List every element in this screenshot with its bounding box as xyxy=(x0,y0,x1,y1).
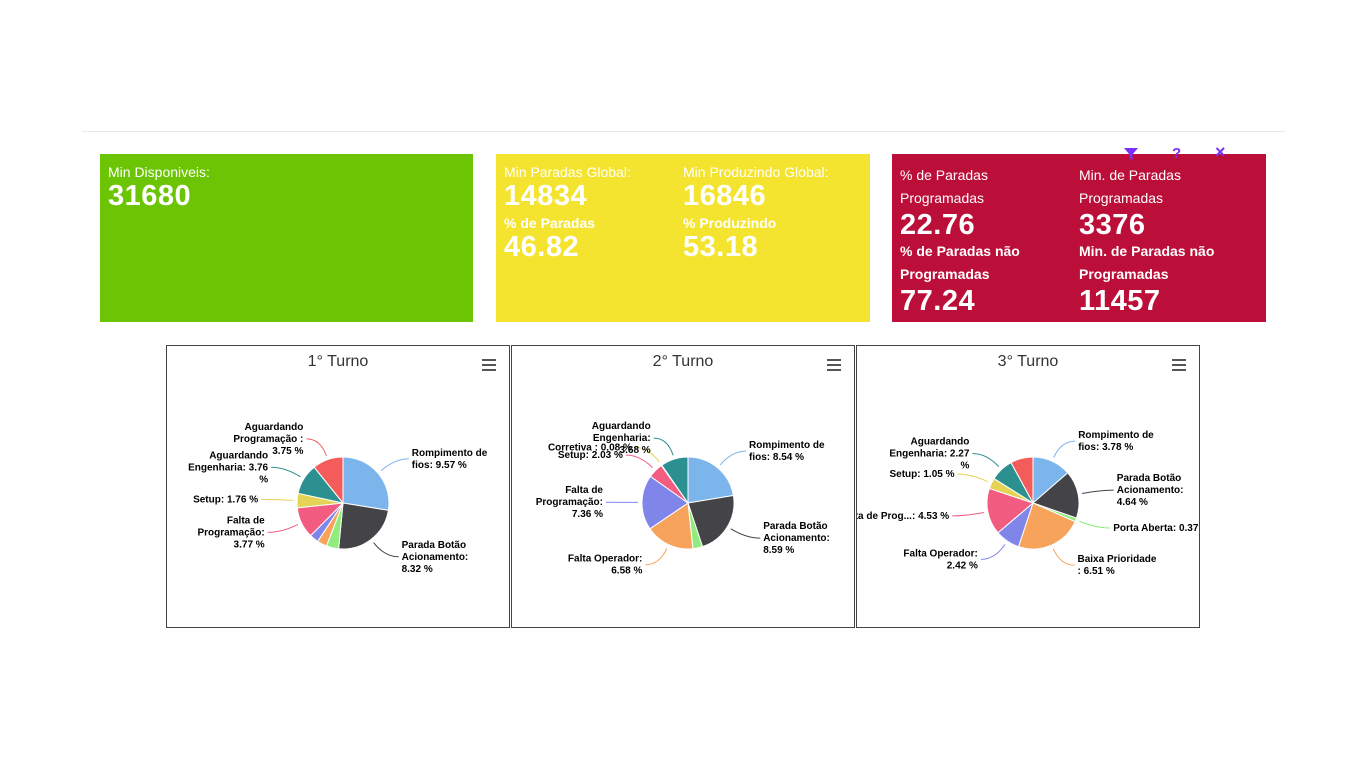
connector-falta-de-prog xyxy=(952,512,984,517)
connector-parada-botao-acionamento xyxy=(373,542,399,558)
data-label-falta-operador: Falta Operador: 6.58 % xyxy=(568,554,643,577)
pie-slice-falta-de-programacao[interactable] xyxy=(641,475,689,530)
pct-paradas-nao-programadas-value: 77.24 xyxy=(900,285,976,317)
data-label-parada-botao-acionamento: Parada Botão Acionamento: 8.32 % xyxy=(402,540,469,575)
card-paradas-programadas: % de Paradas Programadas 22.76 % de Para… xyxy=(892,154,1266,322)
connector-rompimento-de-fios xyxy=(719,450,747,466)
min-paradas-global-value: 14834 xyxy=(504,180,588,212)
chart-turno-1: 1° Turno Rompimento de fios: 9.57 % Parada… xyxy=(166,345,510,628)
connector-falta-operador xyxy=(980,544,1006,560)
connector-aguardando-engenharia xyxy=(972,453,1000,467)
data-label-falta-operador: Falta Operador: 2.42 % xyxy=(903,548,978,571)
pct-produzindo-value: 53.18 xyxy=(683,231,759,263)
min-produzindo-global-label: Min Produzindo Global: xyxy=(683,164,829,180)
pct-paradas-value: 46.82 xyxy=(504,231,580,263)
pie-slice-parada-botao-acionamento[interactable] xyxy=(687,494,735,548)
chart-title: 1° Turno xyxy=(307,353,369,370)
connector-falta-operador xyxy=(645,548,668,566)
pie-slice-parada-botao-acionamento[interactable] xyxy=(338,502,389,550)
data-label-falta-de-programacao: Falta de Programação: 7.36 % xyxy=(536,485,604,520)
pie-slice-slice-8[interactable] xyxy=(1010,456,1034,504)
pct-paradas-programadas-label-2: Programadas xyxy=(900,190,985,206)
data-label-setup: Setup: 1.76 % xyxy=(193,494,258,505)
connector-setup xyxy=(261,498,294,501)
pie-slice-baixa-prioridade[interactable] xyxy=(1017,502,1076,550)
chart-title: 2° Turno xyxy=(652,353,714,370)
data-label-porta-aberta: Porta Aberta: 0.37 % xyxy=(1113,523,1199,534)
pct-produzindo-label: % Produzindo xyxy=(683,215,777,231)
connector-setup xyxy=(625,454,653,469)
pct-paradas-programadas-label-1: % de Paradas xyxy=(900,167,988,183)
pie-chart-svg: Rompimento de fios: 3.78 % Parada Botão Aci… xyxy=(857,430,1199,577)
data-label-aguardando-engenharia: Aguardando Engenharia: 3.68 % xyxy=(592,421,651,456)
pie-slice-rompimento-de-fios[interactable] xyxy=(687,456,734,504)
connector-porta-aberta xyxy=(1079,520,1111,529)
min-paradas-programadas-label-2: Programadas xyxy=(1079,190,1164,206)
data-label-falta-de-prog: Falta de Prog...: 4.53 % xyxy=(857,511,949,522)
min-paradas-programadas-label-1: Min. de Paradas xyxy=(1079,167,1181,183)
data-label-rompimento-de-fios: Rompimento de fios: 3.78 % xyxy=(1078,430,1154,453)
pie-chart-svg: Rompimento de fios: 8.54 % Parada Botão Aci… xyxy=(536,421,830,577)
close-icon[interactable]: × xyxy=(1215,142,1226,162)
data-label-setup: Setup: 1.05 % xyxy=(889,469,954,480)
connector-parada-botao-acionamento xyxy=(730,528,761,539)
data-label-corretiva: Corretiva : 0.08 % xyxy=(548,442,632,453)
connector-rompimento-de-fios xyxy=(380,458,409,471)
connector-aguardando-programacao xyxy=(306,438,327,456)
connector-baixa-prioridade xyxy=(1052,548,1075,566)
connector-setup xyxy=(957,473,989,483)
connector-corretiva xyxy=(634,446,660,463)
data-label-falta-de-programacao: Falta de Programação: 3.77 % xyxy=(197,515,265,550)
connector-aguardando-engenharia xyxy=(653,437,674,456)
data-label-baixa-prioridade: Baixa Prioridade: 6.51 % xyxy=(1078,554,1157,577)
chart-turno-2: 2° Turno Rompimento de fios: 8.54 % Parada… xyxy=(511,345,855,628)
pct-paradas-nao-programadas-label-2: Programadas xyxy=(900,266,990,282)
data-label-setup: Setup: 2.03 % xyxy=(558,450,623,461)
connector-falta-de-programacao xyxy=(267,524,299,533)
data-label-rompimento-de-fios: Rompimento de fios: 8.54 % xyxy=(749,440,825,463)
chart-title: 3° Turno xyxy=(997,353,1059,370)
data-label-parada-botao-acionamento: Parada Botão Acionamento: 8.59 % xyxy=(763,521,830,556)
data-label-aguardando-programacao: Aguardando Programação :3.75 % xyxy=(233,422,303,457)
header-divider xyxy=(82,131,1285,132)
min-paradas-programadas-value: 3376 xyxy=(1079,209,1146,241)
pct-paradas-label: % de Paradas xyxy=(504,215,596,231)
pct-paradas-programadas-value: 22.76 xyxy=(900,209,976,241)
filter-icon[interactable] xyxy=(1123,146,1139,166)
min-disponiveis-value: 31680 xyxy=(108,180,192,212)
min-paradas-nao-programadas-label-1: Min. de Paradas não xyxy=(1079,243,1215,259)
pie-chart-svg: Rompimento de fios: 9.57 % Parada Botão Aci… xyxy=(188,422,488,575)
data-label-aguardando-engenharia: Aguardando Engenharia: 3.76% xyxy=(188,450,268,485)
pct-paradas-nao-programadas-label-1: % de Paradas não xyxy=(900,243,1020,259)
filter-icon-glyph xyxy=(1124,148,1138,160)
connector-rompimento-de-fios xyxy=(1053,440,1076,458)
min-disponiveis-label: Min Disponiveis: xyxy=(108,164,210,180)
chart-turno-3: 3° Turno Rompimento de fios: 3.78 % Parada… xyxy=(856,345,1200,628)
pie-slice-aguardando-programacao[interactable] xyxy=(313,456,344,505)
connector-parada-botao-acionamento xyxy=(1082,489,1114,494)
connector-aguardando-engenharia xyxy=(271,466,301,478)
data-label-rompimento-de-fios: Rompimento de fios: 9.57 % xyxy=(412,448,488,471)
pie-slice-aguardando-engenharia[interactable] xyxy=(661,456,689,505)
card-min-disponiveis: Min Disponiveis: 31680 xyxy=(100,154,473,322)
min-paradas-nao-programadas-label-2: Programadas xyxy=(1079,266,1169,282)
data-label-aguardando-engenharia: Aguardando Engenharia: 2.27% xyxy=(889,437,969,472)
pie-slice-rompimento-de-fios[interactable] xyxy=(342,456,390,511)
pie-slice-falta-operador[interactable] xyxy=(649,502,694,550)
card-paradas-global: Min Paradas Global: 14834 % de Paradas 4… xyxy=(496,154,870,322)
chart-menu-icon[interactable] xyxy=(482,359,496,371)
data-label-parada-botao-acionamento: Parada Botão Acionamento: 4.64 % xyxy=(1117,473,1184,508)
min-produzindo-global-value: 16846 xyxy=(683,180,767,212)
help-icon[interactable]: ? xyxy=(1172,145,1182,162)
min-paradas-global-label: Min Paradas Global: xyxy=(504,164,631,180)
min-paradas-nao-programadas-value: 11457 xyxy=(1079,285,1161,317)
chart-menu-icon[interactable] xyxy=(1172,359,1186,371)
chart-menu-icon[interactable] xyxy=(827,359,841,371)
